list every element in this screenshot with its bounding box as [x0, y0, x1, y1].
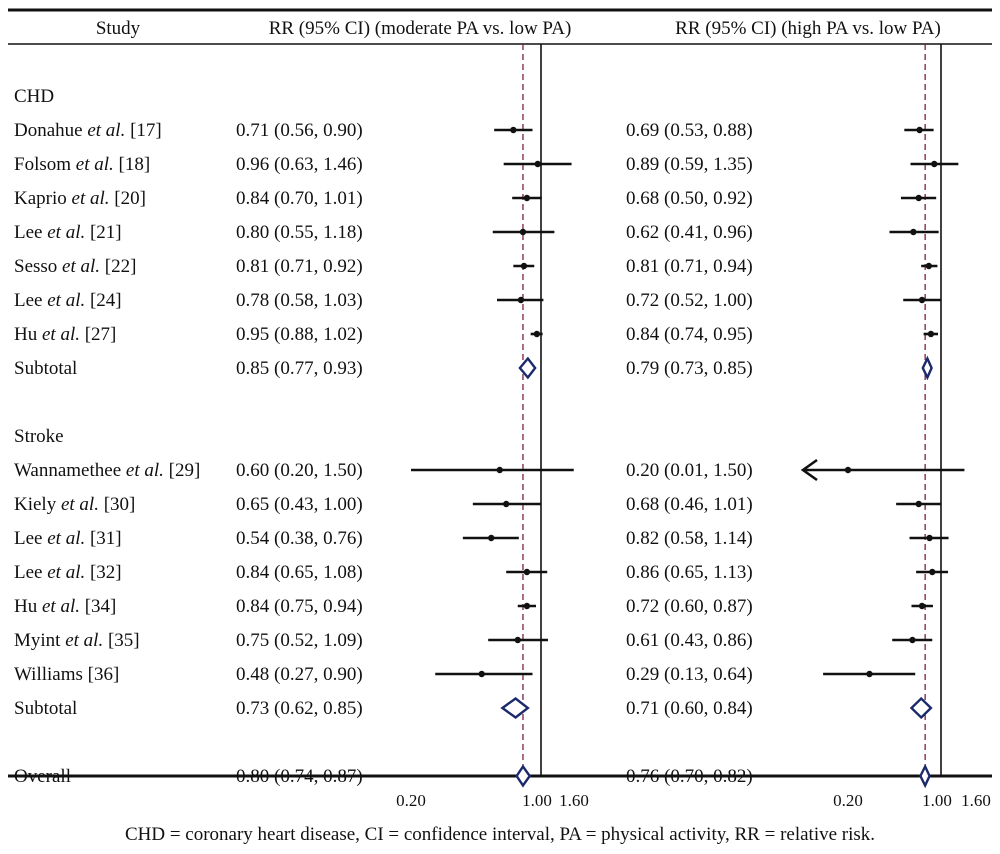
moderate-point-estimate: [523, 194, 531, 202]
header-moderate: RR (95% CI) (moderate PA vs. low PA): [269, 18, 572, 39]
high-ci-arrow: [800, 458, 818, 482]
row-label: Subtotal: [14, 698, 77, 719]
moderate-ci-text: 0.78 (0.58, 1.03): [236, 290, 363, 311]
row-label: Wannamethee et al. [29]: [14, 460, 200, 481]
moderate-ci-text: 0.81 (0.71, 0.92): [236, 256, 363, 277]
row-label: Lee et al. [32]: [14, 562, 122, 583]
moderate-ci-text: 0.85 (0.77, 0.93): [236, 358, 363, 379]
row-label: Myint et al. [35]: [14, 630, 140, 651]
high-diamond: [921, 355, 933, 381]
moderate-ci-text: 0.84 (0.65, 1.08): [236, 562, 363, 583]
row-label: Subtotal: [14, 358, 77, 379]
high-tick-label: 1.00: [922, 791, 952, 810]
high-ci-text: 0.86 (0.65, 1.13): [626, 562, 753, 583]
moderate-point-estimate: [523, 568, 531, 576]
row-label: Lee et al. [24]: [14, 290, 122, 311]
row-label: Kaprio et al. [20]: [14, 188, 146, 209]
row-label: Donahue et al. [17]: [14, 120, 162, 141]
high-point-estimate: [925, 262, 933, 270]
high-ci-text: 0.81 (0.71, 0.94): [626, 256, 753, 277]
moderate-ci-text: 0.73 (0.62, 0.85): [236, 698, 363, 719]
high-point-estimate: [916, 126, 923, 134]
moderate-ci-text: 0.54 (0.38, 0.76): [236, 528, 363, 549]
high-ci-text: 0.76 (0.70, 0.82): [626, 766, 753, 787]
high-ci-text: 0.29 (0.13, 0.64): [626, 664, 753, 685]
moderate-point-estimate: [520, 262, 528, 270]
high-ci-text: 0.71 (0.60, 0.84): [626, 698, 753, 719]
high-ci-text: 0.72 (0.60, 0.87): [626, 596, 753, 617]
row-label: Hu et al. [27]: [14, 324, 116, 345]
row-label: Overall: [14, 766, 71, 787]
high-ci-text: 0.62 (0.41, 0.96): [626, 222, 753, 243]
high-tick-label: 1.60: [961, 791, 991, 810]
moderate-diamond: [518, 356, 537, 380]
row-label: Folsom et al. [18]: [14, 154, 150, 175]
moderate-point-estimate: [534, 160, 541, 168]
row-label: Kiely et al. [30]: [14, 494, 135, 515]
high-ci-text: 0.84 (0.74, 0.95): [626, 324, 753, 345]
header-high: RR (95% CI) (high PA vs. low PA): [675, 18, 941, 39]
moderate-ci-text: 0.96 (0.63, 1.46): [236, 154, 363, 175]
moderate-point-estimate: [519, 228, 527, 236]
high-ci-text: 0.89 (0.59, 1.35): [626, 154, 753, 175]
moderate-ci-text: 0.84 (0.70, 1.01): [236, 188, 363, 209]
high-ci-text: 0.68 (0.46, 1.01): [626, 494, 753, 515]
high-point-estimate: [844, 466, 852, 474]
high-point-estimate: [931, 160, 938, 168]
moderate-ci-text: 0.95 (0.88, 1.02): [236, 324, 363, 345]
moderate-ci-text: 0.80 (0.55, 1.18): [236, 222, 363, 243]
group-label: Stroke: [14, 426, 64, 447]
moderate-ci-text: 0.60 (0.20, 1.50): [236, 460, 363, 481]
high-ci-text: 0.68 (0.50, 0.92): [626, 188, 753, 209]
footnote: CHD = coronary heart disease, CI = confi…: [125, 824, 875, 845]
moderate-point-estimate: [514, 636, 521, 644]
moderate-point-estimate: [533, 330, 541, 338]
moderate-ci-text: 0.48 (0.27, 0.90): [236, 664, 363, 685]
row-label: Sesso et al. [22]: [14, 256, 136, 277]
high-point-estimate: [909, 636, 916, 644]
high-point-estimate: [918, 602, 926, 610]
moderate-diamond: [500, 697, 530, 719]
moderate-point-estimate: [523, 602, 531, 610]
moderate-diamond: [515, 764, 532, 788]
group-label: CHD: [14, 86, 54, 107]
moderate-ci-text: 0.75 (0.52, 1.09): [236, 630, 363, 651]
high-point-estimate: [929, 568, 936, 576]
moderate-point-estimate: [517, 296, 525, 304]
moderate-ci-text: 0.80 (0.74, 0.87): [236, 766, 363, 787]
moderate-point-estimate: [503, 500, 510, 508]
high-tick-label: 0.20: [833, 791, 863, 810]
high-diamond: [909, 696, 933, 720]
high-point-estimate: [866, 670, 873, 678]
moderate-ci-text: 0.84 (0.75, 0.94): [236, 596, 363, 617]
high-point-estimate: [918, 296, 926, 304]
high-point-estimate: [926, 534, 933, 542]
high-ci-text: 0.79 (0.73, 0.85): [626, 358, 753, 379]
moderate-point-estimate: [510, 126, 517, 134]
moderate-tick-label: 1.60: [559, 791, 589, 810]
row-label: Hu et al. [34]: [14, 596, 116, 617]
moderate-ci-text: 0.71 (0.56, 0.90): [236, 120, 363, 141]
high-ci-text: 0.72 (0.52, 1.00): [626, 290, 753, 311]
moderate-ci-text: 0.65 (0.43, 1.00): [236, 494, 363, 515]
high-ci-text: 0.61 (0.43, 0.86): [626, 630, 753, 651]
high-ci-text: 0.69 (0.53, 0.88): [626, 120, 753, 141]
high-ci-text: 0.82 (0.58, 1.14): [626, 528, 753, 549]
row-label: Williams [36]: [14, 664, 119, 685]
high-point-estimate: [915, 194, 922, 202]
high-point-estimate: [910, 228, 917, 236]
high-point-estimate: [927, 330, 935, 338]
header-study: Study: [96, 18, 141, 39]
moderate-tick-label: 0.20: [396, 791, 426, 810]
moderate-point-estimate: [488, 534, 495, 542]
moderate-tick-label: 1.00: [522, 791, 552, 810]
row-label: Lee et al. [31]: [14, 528, 122, 549]
high-diamond: [919, 763, 931, 789]
high-ci-text: 0.20 (0.01, 1.50): [626, 460, 753, 481]
high-point-estimate: [915, 500, 922, 508]
moderate-point-estimate: [478, 670, 485, 678]
row-label: Lee et al. [21]: [14, 222, 122, 243]
moderate-point-estimate: [496, 466, 503, 474]
